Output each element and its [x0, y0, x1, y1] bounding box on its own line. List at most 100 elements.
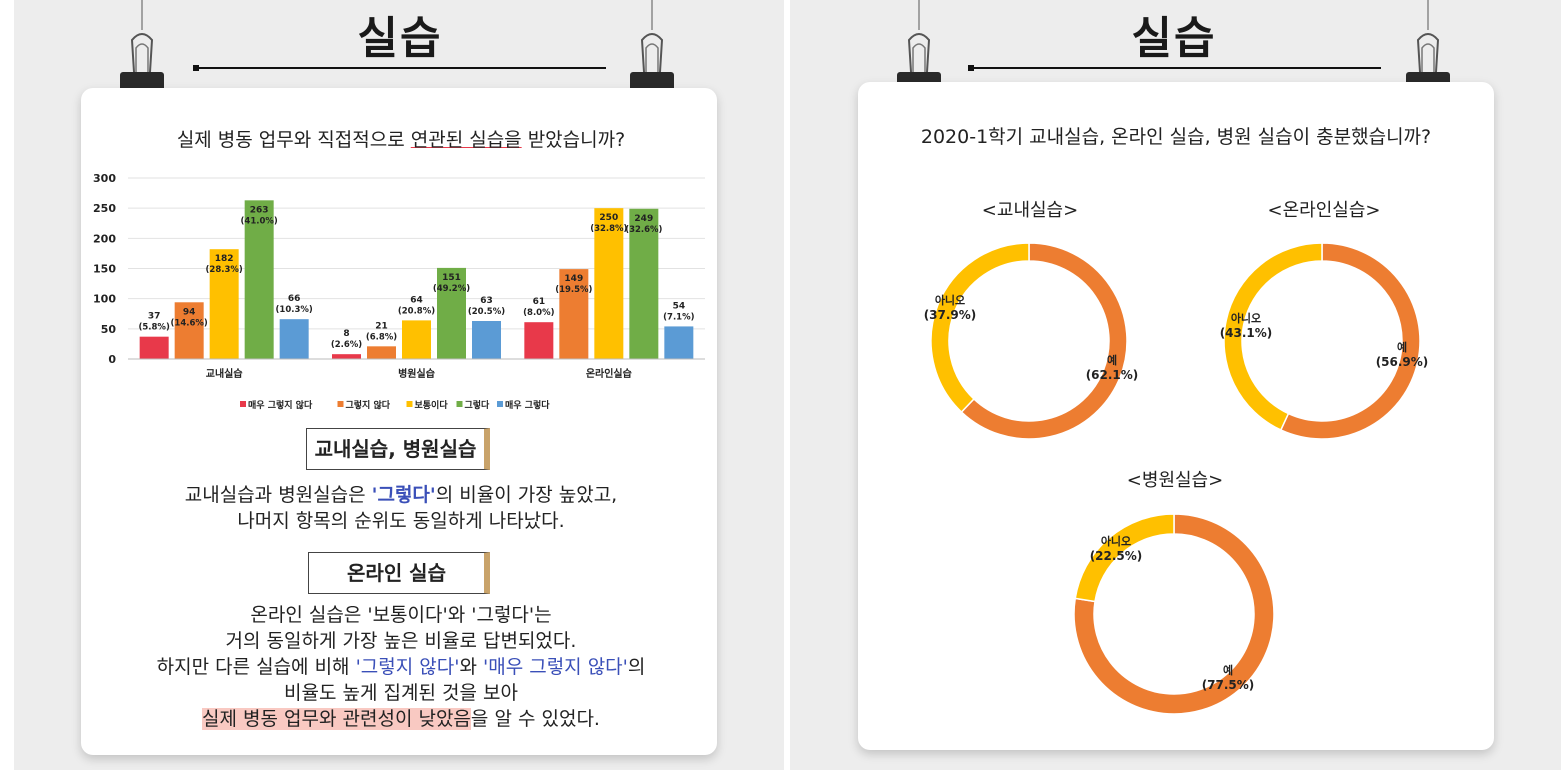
bar-percent-label: (20.5%) — [468, 307, 505, 317]
bar-value-label: 263 — [250, 205, 269, 215]
box-label-hospital: 교내실습, 병원실습 — [306, 428, 490, 470]
y-tick-label: 300 — [93, 172, 116, 185]
legend-label: 매우 그렇지 않다 — [248, 399, 313, 411]
donut-title-online: <온라인실습> — [1267, 200, 1381, 221]
slice-percent-label: (22.5%) — [1090, 549, 1143, 563]
bar-value-label: 250 — [599, 213, 618, 223]
bar — [472, 320, 501, 359]
bar-value-label: 61 — [533, 297, 546, 307]
donut-slice — [960, 242, 1128, 440]
legend-label: 그렇지 않다 — [346, 399, 391, 411]
right-section-title: 실습 — [1131, 13, 1217, 64]
bar — [244, 200, 274, 359]
left-section-title: 실습 — [357, 13, 443, 64]
bar-value-label: 151 — [442, 273, 461, 283]
para1-text-end: 의 비율이 가장 높았고, — [435, 484, 618, 506]
slice-percent-label: (56.9%) — [1376, 355, 1429, 369]
bar-chart-question: 실제 병동 업무와 직접적으로 연관된 실습을 받았습니까? — [96, 125, 706, 152]
bar-percent-label: (20.8%) — [398, 306, 435, 316]
bar-value-label: 66 — [288, 294, 301, 304]
bar-percent-label: (49.2%) — [433, 284, 470, 294]
bar — [437, 267, 466, 359]
bar-value-label: 21 — [375, 321, 388, 331]
legend-swatch — [337, 401, 344, 407]
donut-slice — [1074, 513, 1175, 603]
box-label-online: 온라인 실습 — [308, 552, 490, 594]
y-tick-label: 0 — [108, 353, 116, 366]
question-text: 실제 병동 업무와 직접적으로 — [176, 129, 411, 151]
legend-swatch — [240, 401, 246, 407]
donut-slice — [1223, 242, 1323, 431]
y-tick-label: 250 — [93, 202, 116, 215]
bar-value-label: 182 — [215, 254, 234, 264]
donut-chart-hospital: 예(77.5%) 아니오(22.5%) — [1073, 513, 1275, 715]
x-category-label: 교내실습 — [206, 367, 243, 380]
para2-line2: 거의 동일하게 가장 높은 비율로 답변되었다. — [225, 630, 577, 652]
para1-text: 교내실습과 병원실습은 — [184, 484, 372, 506]
para2-line3-text: 하지만 다른 실습에 비해 — [156, 656, 356, 678]
bar-value-label: 64 — [410, 295, 423, 305]
para2-line1: 온라인 실습은 '보통이다'와 '그렇다'는 — [250, 604, 552, 626]
legend-label: 그렇다 — [465, 399, 491, 411]
slice-percent-label: (43.1%) — [1220, 326, 1273, 340]
y-tick-label: 200 — [93, 232, 116, 245]
bar-value-label: 149 — [564, 274, 583, 284]
bar-value-label: 54 — [673, 301, 686, 311]
binder-clip-icon — [120, 0, 164, 96]
bar — [629, 208, 659, 359]
bar-chart: 05010015020025030037(5.8%)94(14.6%)182(2… — [93, 172, 705, 411]
x-category-label: 온라인실습 — [586, 367, 632, 380]
donut-title-hospital: <병원실습> — [1126, 470, 1224, 491]
x-category-label: 병원실습 — [398, 367, 435, 380]
y-tick-label: 50 — [101, 323, 117, 336]
donut-chart-online: 예(56.9%) 아니오(43.1%) — [1220, 242, 1429, 440]
bar-value-label: 249 — [634, 214, 653, 224]
bar-percent-label: (7.1%) — [663, 312, 694, 322]
donut-slice — [930, 242, 1030, 414]
bar-percent-label: (32.8%) — [590, 224, 627, 234]
title-underline — [196, 67, 606, 69]
bar — [664, 326, 694, 359]
para1-line2: 나머지 항목의 순위도 동일하게 나타났다. — [237, 510, 565, 532]
bar-percent-label: (6.8%) — [366, 332, 397, 342]
slice-percent-label: (77.5%) — [1202, 678, 1255, 692]
legend-label: 보통이다 — [415, 399, 449, 411]
legend-swatch — [497, 401, 503, 407]
donut-slice — [1073, 513, 1275, 715]
bar-percent-label: (10.3%) — [276, 305, 313, 315]
para2-highlighted-conclusion: 실제 병동 업무와 관련성이 낮았음 — [202, 708, 471, 730]
left-card — [81, 88, 717, 755]
slice-label: 아니오 — [1231, 311, 1261, 325]
bar-percent-label: (5.8%) — [138, 323, 169, 333]
para1-highlight: '그렇다' — [371, 484, 436, 506]
question-underlined-text: 연관된 실습을 — [410, 129, 522, 151]
bar — [402, 320, 431, 359]
donut-title-school: <교내실습> — [981, 200, 1079, 221]
bar-value-label: 63 — [480, 296, 493, 306]
slice-label: 예 — [1107, 353, 1117, 367]
legend-swatch — [406, 401, 413, 407]
bar — [524, 322, 554, 359]
para2-line4: 비율도 높게 집계된 것을 보아 — [284, 682, 518, 704]
paragraph-2: 온라인 실습은 '보통이다'와 '그렇다'는 거의 동일하게 가장 높은 비율로… — [96, 602, 706, 732]
donut-chart-school: 예(62.1%) 아니오(37.9%) — [924, 242, 1139, 440]
bar — [367, 346, 396, 359]
slice-percent-label: (37.9%) — [924, 308, 977, 322]
title-underline — [971, 67, 1381, 69]
bar-percent-label: (8.0%) — [523, 308, 554, 318]
para2-line5-end: 을 알 수 있었다. — [470, 708, 600, 730]
para2-line3-end: 의 — [627, 656, 646, 678]
slice-label: 예 — [1223, 663, 1233, 677]
slice-label: 아니오 — [935, 293, 965, 307]
slice-percent-label: (62.1%) — [1086, 368, 1139, 382]
bar-value-label: 37 — [148, 312, 161, 322]
slice-label: 예 — [1397, 340, 1407, 354]
legend-label: 매우 그렇다 — [505, 399, 550, 411]
bar-percent-label: (2.6%) — [331, 340, 362, 350]
bar — [559, 269, 589, 359]
bar-value-label: 8 — [343, 329, 349, 339]
slice-label: 아니오 — [1101, 534, 1131, 548]
donut-question: 2020-1학기 교내실습, 온라인 실습, 병원 실습이 충분했습니까? — [920, 126, 1432, 148]
bar-value-label: 94 — [183, 307, 196, 317]
bar — [209, 249, 239, 359]
